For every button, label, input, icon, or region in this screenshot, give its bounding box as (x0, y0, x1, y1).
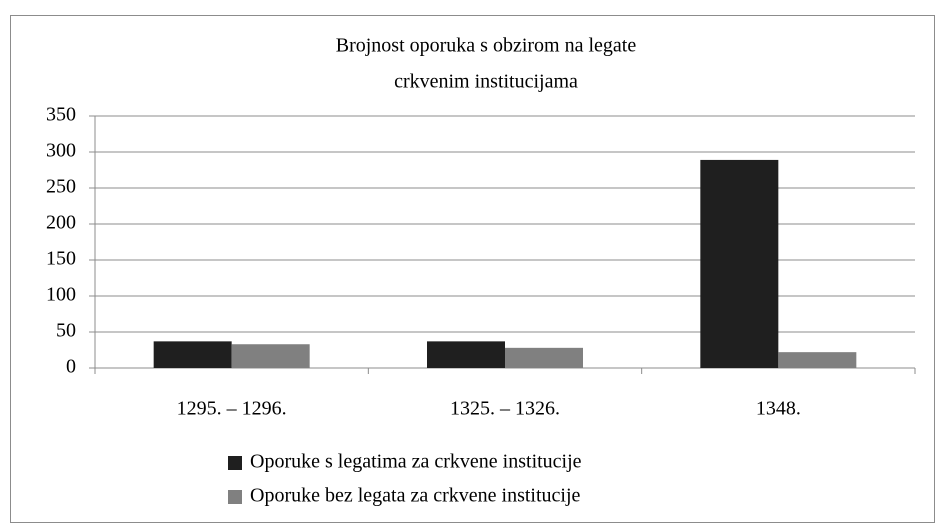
bar (153, 341, 232, 368)
chart-border (10, 15, 935, 523)
legend-label: Oporuke bez legata za crkvene institucij… (250, 485, 581, 507)
y-tick-label: 300 (46, 140, 76, 162)
y-tick-label: 200 (46, 212, 76, 234)
x-tick-label: 1325. – 1326. (450, 398, 560, 420)
y-tick-label: 350 (46, 104, 76, 126)
y-tick-label: 150 (46, 248, 76, 270)
bar (700, 159, 779, 368)
bar (778, 352, 857, 368)
legend-label: Oporuke s legatima za crkvene institucij… (250, 451, 582, 473)
chart-title: Brojnost oporuka s obzirom na legate (336, 35, 637, 57)
x-tick-label: 1348. (756, 398, 801, 420)
bar (505, 347, 583, 368)
y-tick-label: 50 (56, 320, 76, 342)
legend-swatch (228, 456, 242, 470)
chart-title: crkvenim institucijama (394, 71, 578, 93)
legend-swatch (228, 490, 242, 504)
x-tick-label: 1295. – 1296. (177, 398, 287, 420)
y-tick-label: 100 (46, 284, 76, 306)
y-tick-label: 0 (66, 356, 76, 378)
bar (231, 344, 310, 368)
y-tick-label: 250 (46, 176, 76, 198)
bar (427, 341, 505, 368)
